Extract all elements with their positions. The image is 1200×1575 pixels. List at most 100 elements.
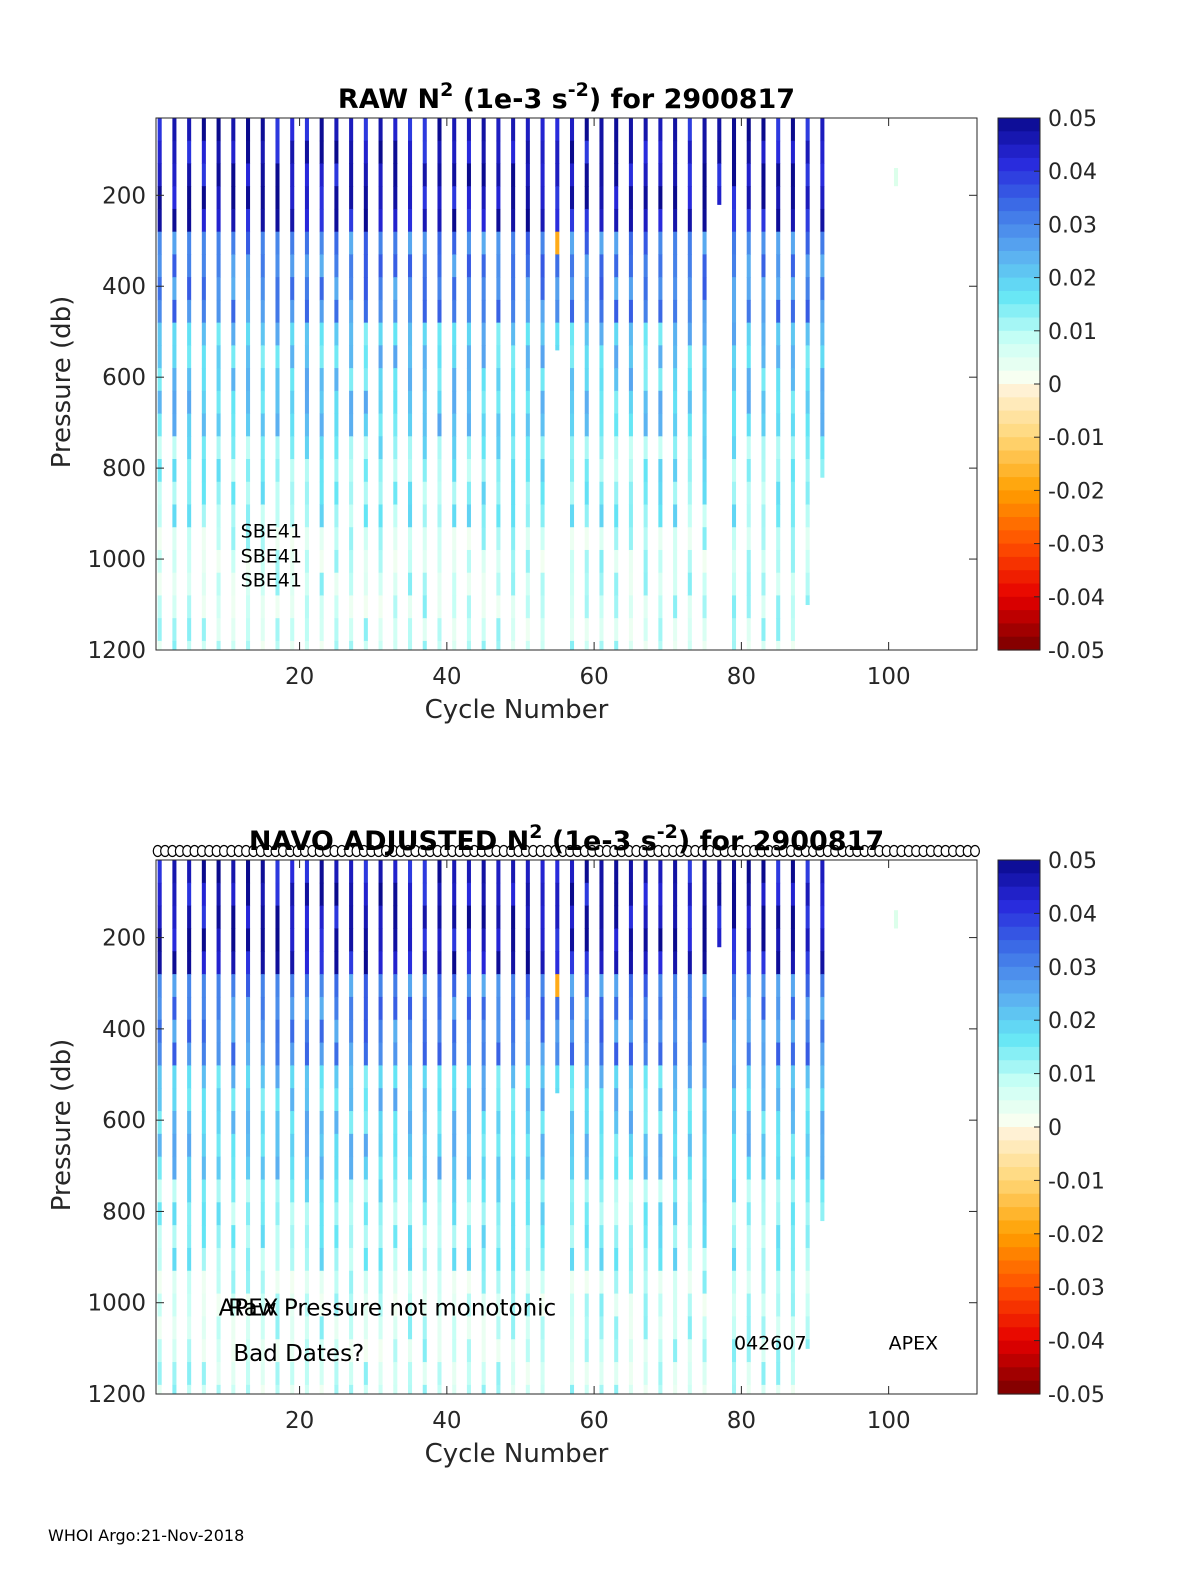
- profile-bin: [525, 1293, 530, 1317]
- profile-bin: [628, 1339, 633, 1363]
- profile-bin: [349, 277, 354, 301]
- colorbar-tick-label: 0.05: [1048, 849, 1097, 874]
- profile-bin: [805, 1065, 810, 1089]
- profile-bin: [496, 1133, 501, 1158]
- profile-bin: [437, 1019, 442, 1044]
- profile-bin: [643, 254, 648, 278]
- profile-bin: [157, 996, 162, 1021]
- profile-bin: [643, 1156, 648, 1180]
- profile-bin: [216, 208, 221, 233]
- profile-bin: [555, 928, 560, 952]
- profile-bin: [452, 595, 457, 619]
- profile-bin: [628, 299, 633, 324]
- profile-bin: [363, 974, 368, 998]
- profile-bin: [290, 1339, 295, 1363]
- profile-bin: [614, 481, 619, 505]
- profile-bin: [349, 996, 354, 1021]
- profile-bin: [790, 1019, 795, 1044]
- profile-bin: [157, 1088, 162, 1112]
- profile-bin: [201, 1179, 206, 1203]
- profile-bin: [187, 504, 192, 528]
- profile-bin: [687, 140, 692, 164]
- profile-bin: [187, 208, 192, 233]
- profile-bin: [437, 527, 442, 551]
- profile-bin: [776, 481, 781, 505]
- profile-bin: [275, 277, 280, 301]
- profile-bin: [393, 345, 398, 369]
- profile-bin: [275, 1247, 280, 1272]
- profile-bin: [746, 436, 751, 460]
- colorbar-tick-label: 0.03: [1048, 213, 1097, 238]
- profile-bin: [790, 1156, 795, 1180]
- profile-bin: [378, 481, 383, 505]
- profile-bin: [260, 1202, 265, 1226]
- profile-bin: [334, 974, 339, 998]
- profile-bin: [216, 277, 221, 301]
- profile-bin: [349, 905, 354, 929]
- profile-bin: [187, 345, 192, 369]
- profile-bin: [231, 1065, 236, 1089]
- profile-bin: [187, 640, 192, 651]
- profile-bin: [216, 905, 221, 929]
- profile-bin: [790, 436, 795, 460]
- profile-bin: [569, 140, 575, 164]
- profile-bin: [172, 1088, 177, 1112]
- profile-bin: [187, 186, 192, 210]
- profile-bin: [643, 1179, 648, 1203]
- profile-bin: [290, 1156, 295, 1180]
- profile-bin: [658, 277, 663, 301]
- profile-bin: [776, 254, 781, 278]
- profile-bin: [643, 549, 648, 574]
- profile-bin: [363, 1133, 368, 1158]
- profile-bin: [569, 208, 575, 233]
- profile-bin: [466, 572, 471, 596]
- profile-bin: [790, 1065, 795, 1089]
- colorbar-tick-label: 0.01: [1048, 320, 1097, 345]
- profile-cycle-73: [687, 118, 692, 651]
- profile-bin: [201, 1065, 206, 1089]
- profile-bin: [820, 1065, 825, 1089]
- profile-bin: [673, 1065, 678, 1089]
- profile-bin: [805, 905, 810, 929]
- profile-bin: [673, 1270, 678, 1295]
- profile-bin: [216, 1042, 221, 1066]
- profile-bin: [496, 1293, 501, 1317]
- profile-bin: [731, 1202, 737, 1226]
- colorbar-step: [998, 423, 1040, 438]
- profile-bin: [422, 1362, 427, 1386]
- profile-bin: [363, 1293, 368, 1317]
- profile-bin: [761, 186, 766, 210]
- profile-bin: [437, 618, 442, 642]
- profile-bin: [304, 860, 309, 884]
- profile-bin: [776, 436, 781, 460]
- profile-bin: [731, 481, 737, 505]
- profile-bin: [231, 322, 236, 346]
- profile-bin: [172, 390, 177, 415]
- profile-bin: [349, 1339, 354, 1363]
- profile-bin: [790, 1270, 795, 1295]
- profile-bin: [260, 951, 265, 975]
- profile-bin: [393, 1179, 398, 1203]
- profile-bin: [481, 1088, 486, 1112]
- y-tick-label: 1200: [87, 638, 146, 664]
- profile-bin: [643, 231, 648, 255]
- profile-bin: [157, 1339, 162, 1363]
- profile-bin: [584, 996, 589, 1021]
- profile-bin: [172, 1339, 177, 1363]
- profile-bin: [746, 368, 751, 392]
- profile-bin: [761, 1225, 766, 1249]
- profile-bin: [628, 1202, 633, 1226]
- profile-bin: [216, 951, 221, 975]
- profile-bin: [584, 1339, 589, 1363]
- profile-bin: [584, 882, 589, 907]
- profile-bin: [599, 1362, 604, 1386]
- profile-bin: [157, 1042, 162, 1066]
- profile-bin: [790, 1316, 795, 1340]
- profile-bin: [643, 413, 648, 437]
- profile-bin: [378, 1384, 383, 1395]
- profile-bin: [319, 974, 324, 998]
- profile-bin: [275, 996, 280, 1021]
- profile-bin: [187, 928, 192, 952]
- profile-bin: [820, 860, 825, 884]
- profile-bin: [275, 1225, 280, 1249]
